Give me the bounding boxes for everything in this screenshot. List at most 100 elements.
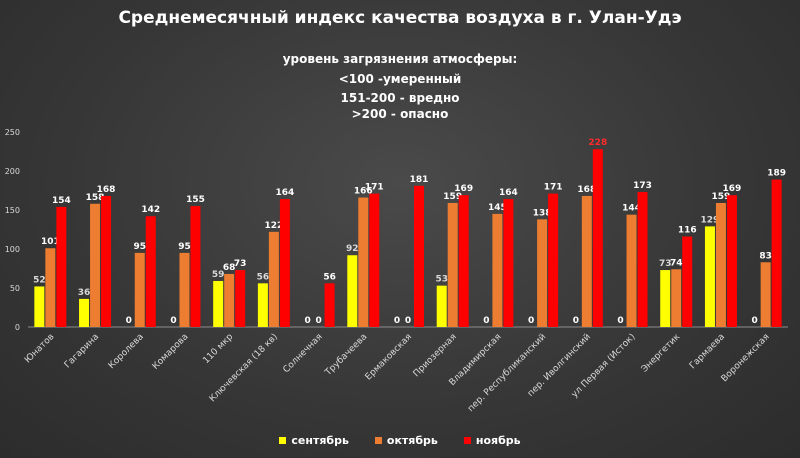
bar <box>726 195 737 327</box>
bar <box>79 298 90 327</box>
legend-swatch-october <box>374 437 382 444</box>
data-label: 116 <box>678 226 697 236</box>
data-label: 0 <box>483 316 489 326</box>
data-label: 173 <box>633 181 652 191</box>
legend-item: сентябрь <box>279 434 349 447</box>
data-label: 181 <box>410 175 429 185</box>
data-label: 0 <box>617 316 623 326</box>
data-label: 92 <box>346 244 359 254</box>
bar <box>45 248 56 327</box>
subtitle-line: 151-200 - вредно <box>340 91 460 105</box>
y-tick-label: 100 <box>5 245 20 254</box>
subtitle-line: >200 - опасно <box>351 107 449 121</box>
bar <box>704 226 715 327</box>
data-label: 169 <box>454 184 473 194</box>
bar <box>324 283 335 327</box>
data-label: 168 <box>577 185 596 195</box>
subtitle-line: уровень загрязнения атмосферы: <box>282 52 518 66</box>
data-label: 36 <box>78 288 91 298</box>
data-label: 0 <box>315 316 321 326</box>
data-label: 138 <box>533 208 552 218</box>
data-label: 0 <box>304 316 310 326</box>
data-label: 129 <box>701 215 720 225</box>
bar <box>637 192 648 327</box>
bar <box>492 213 503 327</box>
bar <box>279 199 290 327</box>
bar <box>369 193 380 327</box>
bar <box>190 206 201 327</box>
data-label: 145 <box>488 203 507 213</box>
x-tick-label: пер. Республиканский <box>466 332 548 414</box>
legend-item: ноябрь <box>463 434 521 447</box>
data-label: 166 <box>354 187 373 197</box>
data-label: 155 <box>186 195 205 205</box>
bar <box>548 193 559 327</box>
x-tick-label: 110 мкр <box>201 332 235 366</box>
bar <box>347 255 358 327</box>
bar <box>660 270 671 327</box>
x-tick-label: Энергетик <box>640 332 683 375</box>
bar <box>436 285 447 327</box>
data-label: 73 <box>234 259 247 269</box>
x-tick-label: Трубачеева <box>323 332 370 379</box>
data-label: 171 <box>544 183 563 193</box>
x-tick-label: Приозерная <box>412 332 459 379</box>
bar <box>56 206 67 327</box>
bar <box>447 202 458 327</box>
x-tick-label: Солнечная <box>281 332 324 375</box>
data-label: 171 <box>365 183 384 193</box>
chart-title: Среднемесячный индекс качества воздуха в… <box>118 8 682 28</box>
data-label: 59 <box>212 270 225 280</box>
data-label: 168 <box>97 185 116 195</box>
bar <box>503 199 514 327</box>
y-tick-label: 150 <box>5 206 20 215</box>
data-label: 0 <box>394 316 400 326</box>
data-label: 0 <box>126 316 132 326</box>
bar <box>671 269 682 327</box>
legend-label-september: сентябрь <box>291 434 349 447</box>
data-label: 169 <box>723 184 742 194</box>
data-label: 83 <box>759 251 772 261</box>
data-label: 0 <box>528 316 534 326</box>
x-tick-label: Комарова <box>151 332 191 372</box>
data-label: 0 <box>170 316 176 326</box>
data-label: 95 <box>133 242 146 252</box>
legend-swatch-november <box>463 437 471 444</box>
bar <box>101 195 112 327</box>
data-label: 73 <box>659 259 672 269</box>
bar <box>458 195 469 327</box>
x-tick-label: Гагарина <box>63 332 101 370</box>
data-label: 52 <box>33 275 46 285</box>
bar <box>268 231 279 327</box>
bar <box>760 262 771 327</box>
bar <box>134 252 145 327</box>
y-tick-label: 0 <box>15 323 20 332</box>
legend-item: октябрь <box>374 434 438 447</box>
data-label: 68 <box>223 263 236 273</box>
data-label: 164 <box>275 188 294 198</box>
data-label: 95 <box>178 242 191 252</box>
bar <box>715 202 726 327</box>
x-tick-label: Юнатов <box>23 332 56 365</box>
bar <box>179 252 190 327</box>
data-label: 158 <box>86 193 105 203</box>
data-label: 56 <box>257 272 270 282</box>
legend: сентябрь октябрь ноябрь <box>0 434 800 447</box>
y-tick-label: 250 <box>5 128 20 137</box>
data-label: 122 <box>264 221 283 231</box>
y-tick-label: 50 <box>10 284 20 293</box>
bar <box>771 179 782 327</box>
bar <box>358 197 369 327</box>
data-label: 0 <box>573 316 579 326</box>
data-label: 144 <box>622 204 641 214</box>
data-label: 154 <box>52 196 71 206</box>
x-tick-label: Гармаева <box>688 332 727 371</box>
bar <box>235 270 246 327</box>
data-label: 101 <box>41 237 60 247</box>
y-tick-label: 200 <box>5 167 20 176</box>
data-label: 159 <box>712 192 731 202</box>
bar <box>626 214 637 327</box>
subtitle-line: <100 -умеренный <box>338 72 462 86</box>
legend-label-november: ноябрь <box>475 434 521 447</box>
